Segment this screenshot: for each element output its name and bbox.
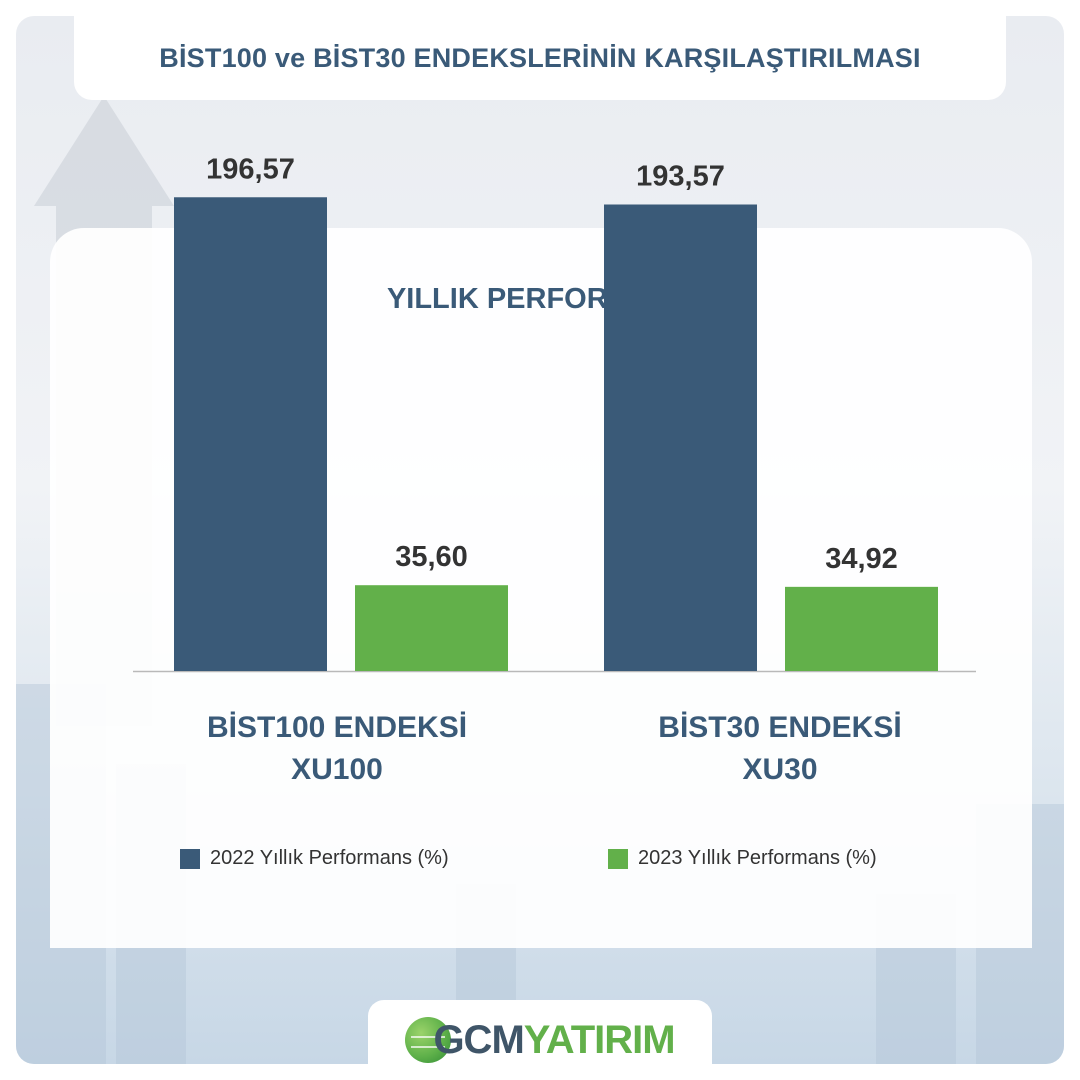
category-code: XU100 (291, 753, 383, 786)
page-title: BİST100 ve BİST30 ENDEKSLERİNİN KARŞILAŞ… (159, 42, 921, 73)
legend-swatch (180, 848, 200, 869)
background-arrow (34, 96, 174, 206)
category-label-1: BİST30 ENDEKSİ XU30 (600, 707, 960, 791)
data-label-2022-0: 196,57 (206, 153, 295, 185)
legend-item-2023: 2023 Yıllık Performans (%) (608, 847, 877, 870)
brand-logo: GCMYATIRIM (368, 1000, 712, 1080)
data-label-2022-1: 193,57 (636, 160, 725, 192)
data-label-2023-1: 34,92 (825, 543, 898, 575)
category-name: BİST30 ENDEKSİ (658, 711, 902, 744)
data-label-2023-0: 35,60 (395, 541, 468, 573)
category-label-0: BİST100 ENDEKSİ XU100 (157, 707, 517, 791)
legend-item-2022: 2022 Yıllık Performans (%) (180, 847, 449, 870)
title-card: BİST100 ve BİST30 ENDEKSLERİNİN KARŞILAŞ… (74, 16, 1006, 100)
bar-2022-0 (174, 197, 327, 671)
brand-part-1: GCM (433, 1017, 524, 1062)
legend-swatch (608, 848, 628, 869)
category-code: XU30 (742, 753, 818, 786)
bar-2023-1 (785, 586, 938, 671)
brand-part-2: YATIRIM (523, 1017, 676, 1062)
globe-icon (405, 1017, 452, 1063)
bar-2022-1 (604, 204, 757, 671)
brand-name: GCMYATIRIM (433, 1017, 676, 1063)
bar-2023-0 (355, 585, 508, 671)
legend-label: 2022 Yıllık Performans (%) (210, 847, 449, 869)
legend-label: 2023 Yıllık Performans (%) (638, 847, 877, 869)
category-name: BİST100 ENDEKSİ (206, 711, 468, 744)
